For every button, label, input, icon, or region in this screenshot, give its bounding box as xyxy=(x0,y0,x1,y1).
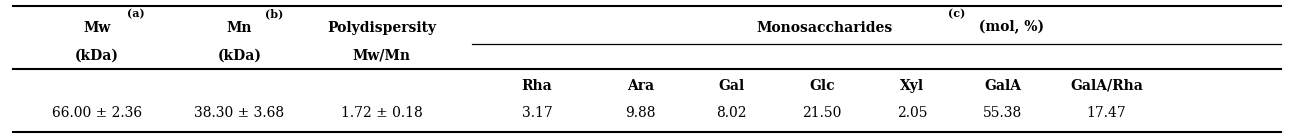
Text: (a): (a) xyxy=(127,8,145,19)
Text: (c): (c) xyxy=(947,8,965,19)
Text: Mn: Mn xyxy=(226,21,252,35)
Text: Glc: Glc xyxy=(809,79,835,93)
Text: 66.00 ± 2.36: 66.00 ± 2.36 xyxy=(52,106,142,120)
Text: 55.38: 55.38 xyxy=(983,106,1022,120)
Text: Gal: Gal xyxy=(718,79,744,93)
Text: (b): (b) xyxy=(265,8,283,19)
Text: Ara: Ara xyxy=(628,79,653,93)
Text: GalA: GalA xyxy=(985,79,1021,93)
Text: Xyl: Xyl xyxy=(901,79,924,93)
Text: (kDa): (kDa) xyxy=(217,48,261,62)
Text: (mol, %): (mol, %) xyxy=(973,21,1044,35)
Text: 38.30 ± 3.68: 38.30 ± 3.68 xyxy=(194,106,285,120)
Text: Mw/Mn: Mw/Mn xyxy=(353,48,410,62)
Text: Rha: Rha xyxy=(521,79,553,93)
Text: 17.47: 17.47 xyxy=(1087,106,1126,120)
Text: Polydispersity: Polydispersity xyxy=(327,21,436,35)
Text: 21.50: 21.50 xyxy=(802,106,841,120)
Text: (kDa): (kDa) xyxy=(75,48,119,62)
Text: 9.88: 9.88 xyxy=(625,106,656,120)
Text: 3.17: 3.17 xyxy=(521,106,553,120)
Text: 8.02: 8.02 xyxy=(716,106,747,120)
Text: GalA/Rha: GalA/Rha xyxy=(1070,79,1143,93)
Text: 2.05: 2.05 xyxy=(897,106,928,120)
Text: Monosaccharides: Monosaccharides xyxy=(757,21,893,35)
Text: Mw: Mw xyxy=(83,21,111,35)
Text: 1.72 ± 0.18: 1.72 ± 0.18 xyxy=(340,106,423,120)
